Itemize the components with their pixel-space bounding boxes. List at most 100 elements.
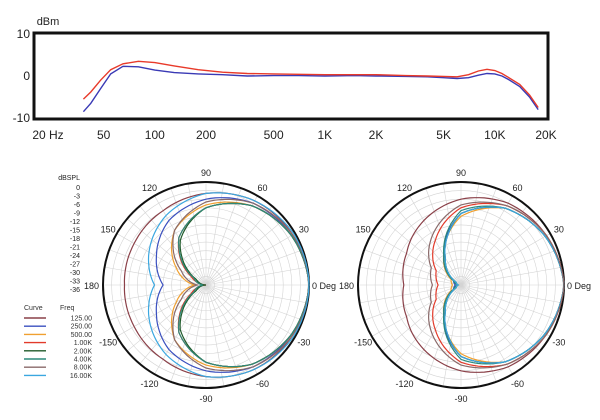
polar-grid-spoke xyxy=(460,188,497,286)
polar-grid-spoke xyxy=(187,183,207,286)
polar-grid-spoke xyxy=(460,195,513,286)
polar-angle-label: 90 xyxy=(456,168,466,178)
legend-title-curve: Curve xyxy=(24,305,43,312)
polar-grid-spoke xyxy=(371,233,462,286)
dbspl-tick-label: -9 xyxy=(74,211,80,218)
polar-grid-spoke xyxy=(205,284,308,304)
polar-angle-label: 0 Deg xyxy=(567,281,591,291)
dbspl-tick-label: -15 xyxy=(70,228,80,235)
polar-grid-spoke xyxy=(109,284,207,321)
legend-label: 250.00 xyxy=(71,324,93,331)
polar-grid-spoke xyxy=(205,249,303,286)
polar-grid-spoke xyxy=(460,205,528,286)
polar-grid-spoke xyxy=(394,205,462,286)
polar-grid-spoke xyxy=(394,284,462,365)
polar-grid-spoke xyxy=(170,284,207,382)
polar-angle-label: -90 xyxy=(454,394,467,404)
polar-grid-spoke xyxy=(460,233,551,286)
polar-angle-label: 120 xyxy=(142,183,157,193)
dbspl-tick-label: -18 xyxy=(70,236,80,243)
x-tick-label: 5K xyxy=(436,128,451,142)
polar-curve-1 xyxy=(402,197,565,373)
polar-grid-spoke xyxy=(364,284,462,321)
polar-grid-spoke xyxy=(205,195,258,286)
legend-label: 2.00K xyxy=(74,348,93,355)
polar-angle-label: -60 xyxy=(511,379,524,389)
polar-grid-spoke xyxy=(442,284,462,387)
y-tick-label: -10 xyxy=(13,111,31,125)
polar-grid-spoke xyxy=(460,284,528,365)
polar-grid-spoke xyxy=(460,249,558,286)
dbspl-unit-label: dBSPL xyxy=(58,175,80,182)
polar-grid-spoke xyxy=(126,218,207,286)
polar-curve-8 xyxy=(427,201,565,369)
polar-curve-6 xyxy=(177,202,310,368)
dbspl-tick-label: -21 xyxy=(70,245,80,252)
y-tick-label: 10 xyxy=(17,27,31,41)
legend-label: 1.00K xyxy=(74,340,93,347)
polar-grid-spoke xyxy=(460,284,541,352)
legend-label: 125.00 xyxy=(71,316,93,323)
polar-angle-label: -120 xyxy=(140,379,158,389)
polar-grid-spoke xyxy=(205,284,258,375)
legend-label: 8.00K xyxy=(74,365,93,372)
polar-grid-spoke xyxy=(205,284,296,337)
polar-grid-spoke xyxy=(364,249,462,286)
polar-grid-spoke xyxy=(205,183,225,286)
plot-frame xyxy=(32,31,550,121)
polar-grid-spoke xyxy=(425,284,462,382)
dbspl-tick-label: -33 xyxy=(70,279,80,286)
x-tick-label: 50 xyxy=(97,128,111,142)
polar-grid-spoke xyxy=(205,233,296,286)
polar-angle-label: -60 xyxy=(256,379,269,389)
response-line-1 xyxy=(82,65,539,113)
polar-grid-spoke xyxy=(126,284,207,352)
polar-curve-7 xyxy=(444,206,565,364)
dbspl-tick-label: -6 xyxy=(74,202,80,209)
dbspl-tick-label: -30 xyxy=(70,270,80,277)
dbspl-tick-label: -36 xyxy=(70,287,80,294)
polar-angle-label: 30 xyxy=(554,225,564,235)
polar-grid-spoke xyxy=(460,218,541,286)
polar-angle-label: -30 xyxy=(552,338,565,348)
response-line-2 xyxy=(82,60,539,108)
polar-grid-spoke xyxy=(460,284,563,304)
frequency-series-group xyxy=(82,60,539,113)
polar-grid-spoke xyxy=(460,284,480,387)
frequency-response-chart: dBm 100-10 20 Hz 50 100 200 500 1K 2K 5K 10K 20K xyxy=(13,16,557,142)
polar-grid-spoke xyxy=(205,266,308,286)
polar-angle-label: -150 xyxy=(99,338,117,348)
polar-grid-spoke xyxy=(460,266,563,286)
polar-grid-spoke xyxy=(205,284,225,387)
polar-angle-label: 150 xyxy=(356,225,371,235)
polar-angle-label: 30 xyxy=(299,225,309,235)
x-tick-label: 20K xyxy=(535,128,556,142)
polar-grid-spoke xyxy=(187,284,207,387)
x-tick-label: 200 xyxy=(196,128,216,142)
dbspl-tick-label: -12 xyxy=(70,219,80,226)
polar-grid-spoke xyxy=(170,188,207,286)
polar-grid-spoke xyxy=(109,249,207,286)
polar-grid-spoke xyxy=(205,284,273,365)
polar-grid-spoke xyxy=(205,284,286,352)
polar-grid-spoke xyxy=(104,284,207,304)
polar-angle-label: 150 xyxy=(101,225,116,235)
dbspl-tick-label: 0 xyxy=(76,185,80,192)
polar-angle-label: -150 xyxy=(354,338,372,348)
polar-plot-1: 0 Deg 30 60 90 120 150 180 -150 -120 -90 -60 -30 xyxy=(84,168,336,404)
polar-angle-label: 60 xyxy=(512,183,522,193)
polar-grid-spoke xyxy=(205,218,286,286)
polar-grid-spoke xyxy=(371,284,462,337)
polar-angle-label: 120 xyxy=(397,183,412,193)
polar-grid-spoke xyxy=(205,188,242,286)
polar-angle-label: 90 xyxy=(201,168,211,178)
polar-angle-label: -120 xyxy=(395,379,413,389)
polar-angle-label: 60 xyxy=(257,183,267,193)
polar-grid-spoke xyxy=(460,284,497,382)
legend-label: 4.00K xyxy=(74,357,93,364)
dbspl-tick-label: -27 xyxy=(70,262,80,269)
x-tick-label: 100 xyxy=(145,128,165,142)
polar-grid-spoke xyxy=(205,284,303,321)
